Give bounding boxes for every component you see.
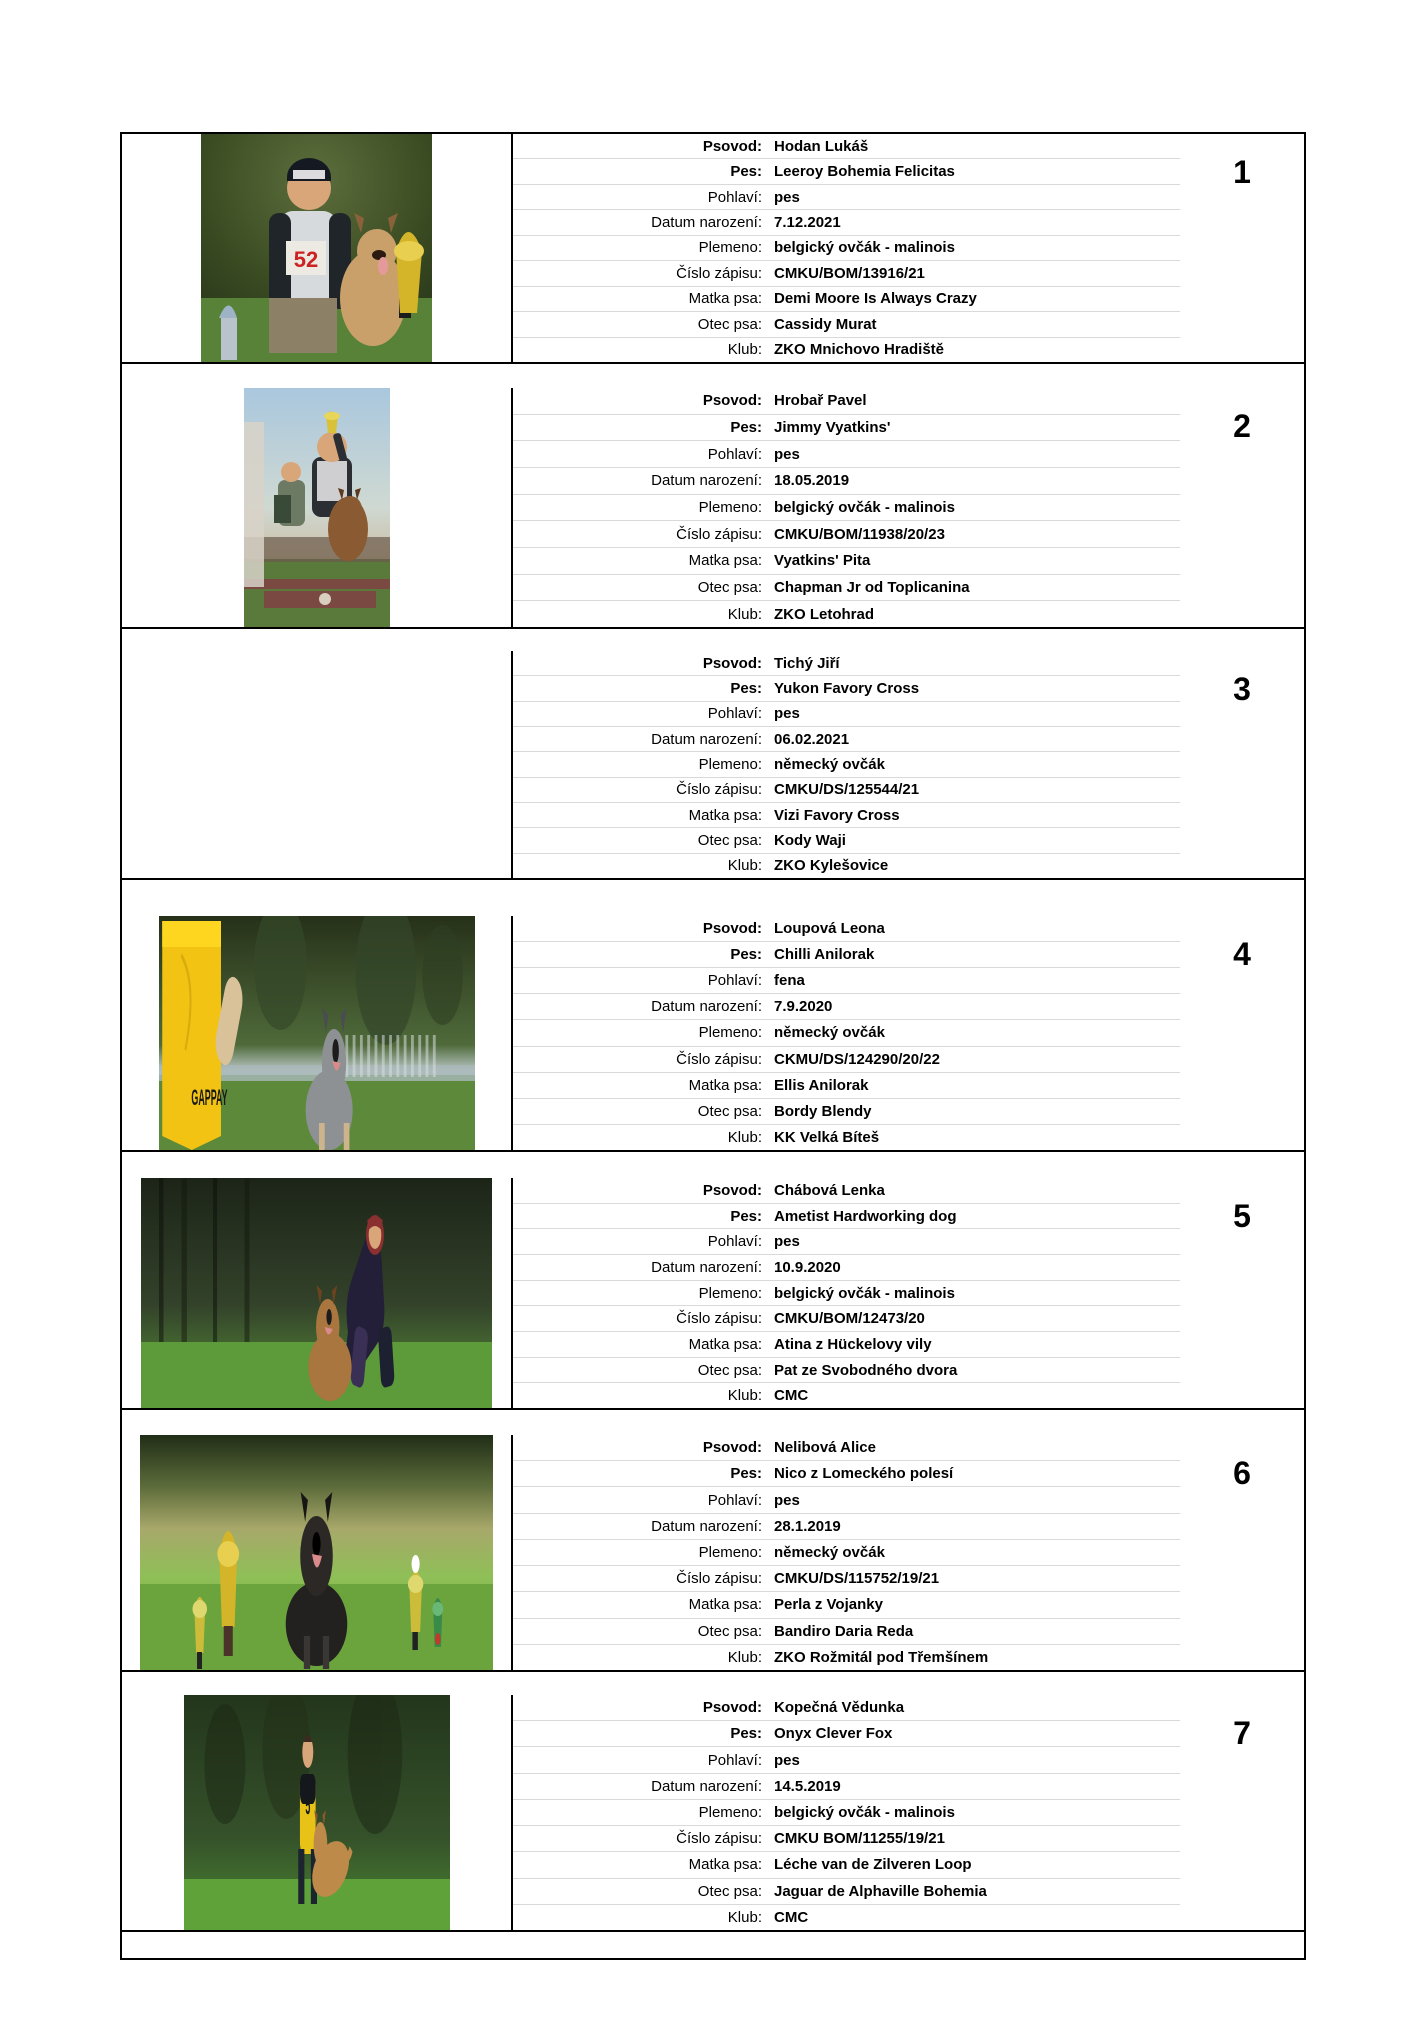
svg-text:52: 52 — [294, 247, 318, 272]
svg-text:GAPPAY: GAPPAY — [191, 1085, 227, 1110]
svg-text:5: 5 — [305, 1791, 310, 1820]
